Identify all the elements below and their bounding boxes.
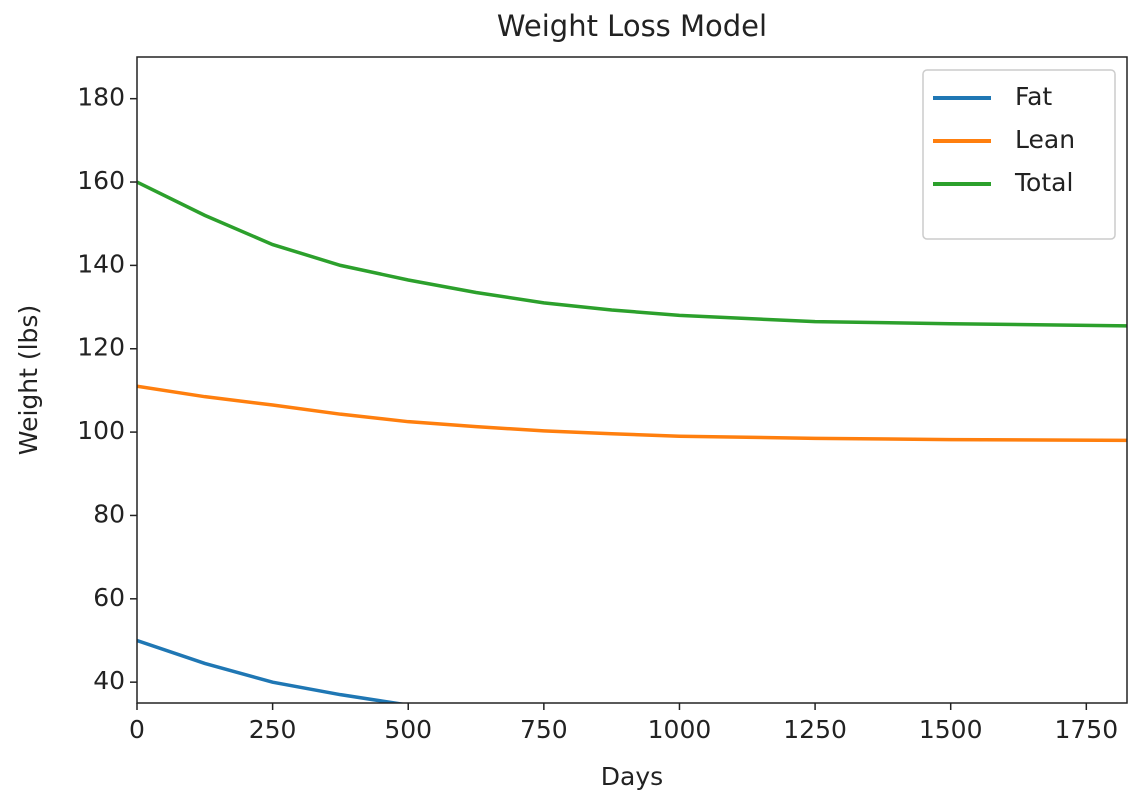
plot-frame (136, 56, 1128, 704)
x-tick-label: 1750 (1055, 715, 1119, 744)
x-tick-label: 1250 (783, 715, 847, 744)
series-line (137, 638, 407, 703)
x-axis-label: Days (601, 762, 663, 791)
x-tick-label: 500 (384, 715, 432, 744)
plot-lines (137, 180, 1127, 703)
x-tick-label: 1500 (919, 715, 983, 744)
x-tick-label: 0 (129, 715, 145, 744)
series-line (137, 180, 1127, 328)
legend-label: Lean (1015, 125, 1075, 154)
y-tick-label: 40 (93, 666, 125, 695)
y-tick-label: 120 (77, 333, 125, 362)
y-tick-label: 80 (93, 499, 125, 528)
y-axis-label: Weight (lbs) (14, 305, 43, 455)
x-tick-label: 1000 (648, 715, 712, 744)
chart-title: Weight Loss Model (497, 9, 767, 43)
x-tick-label: 750 (520, 715, 568, 744)
y-tick-label: 180 (77, 83, 125, 112)
legend-box (922, 69, 1116, 240)
y-tick-label: 160 (77, 166, 125, 195)
y-tick-label: 140 (77, 249, 125, 278)
series-line (137, 384, 1127, 443)
y-tick-label: 60 (93, 583, 125, 612)
x-tick-label: 250 (249, 715, 297, 744)
legend-label: Fat (1015, 82, 1052, 111)
y-tick-label: 100 (77, 416, 125, 445)
legend-label: Total (1014, 168, 1073, 197)
